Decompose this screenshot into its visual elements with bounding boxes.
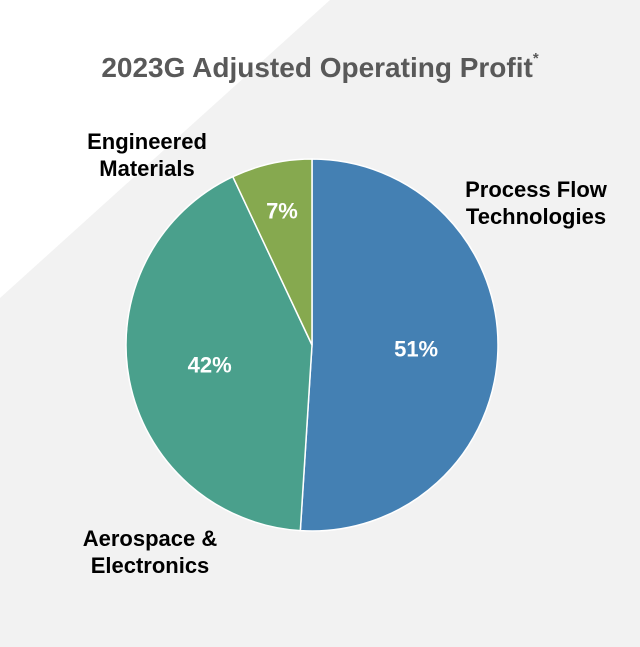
- pie-value-label-engineered-materials: 7%: [266, 199, 298, 224]
- chart-title-text: 2023G Adjusted Operating Profit: [101, 52, 533, 83]
- label-aerospace-line1: Aerospace &: [82, 526, 218, 551]
- pie-value-label-aerospace: 42%: [188, 353, 232, 378]
- pie-slice-process-flow: [299, 158, 499, 532]
- label-process-flow-line1: Process Flow: [465, 177, 607, 202]
- pie-slice-engineered-materials: [231, 158, 313, 346]
- chart-title: 2023G Adjusted Operating Profit*: [0, 49, 640, 84]
- label-aerospace: Aerospace & Electronics: [72, 525, 228, 579]
- label-process-flow: Process Flow Technologies: [436, 176, 636, 230]
- title-footnote-mark: *: [532, 49, 539, 67]
- label-engineered-line1: Engineered: [87, 129, 207, 154]
- pie-value-label-process-flow: 51%: [394, 336, 438, 361]
- label-aerospace-line2: Electronics: [90, 553, 210, 578]
- label-process-flow-line2: Technologies: [465, 204, 607, 229]
- pie-slice-aerospace: [125, 175, 313, 532]
- label-engineered-line2: Materials: [99, 156, 195, 181]
- label-engineered-materials: Engineered Materials: [78, 128, 216, 182]
